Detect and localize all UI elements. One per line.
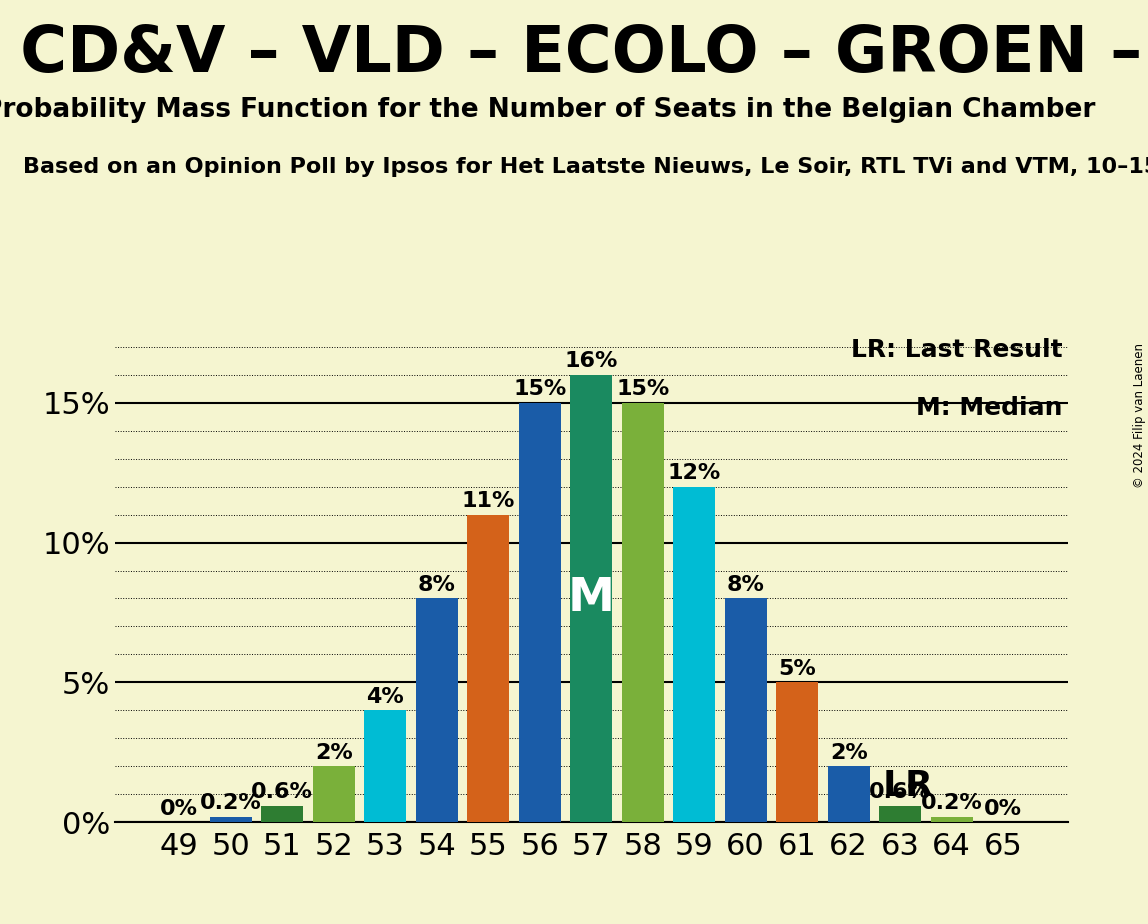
Bar xyxy=(879,806,922,822)
Text: MR – CD&V – VLD – ECOLO – GROEN – LE: MR – CD&V – VLD – ECOLO – GROEN – LE xyxy=(0,23,1148,85)
Bar xyxy=(724,599,767,822)
Text: LR: LR xyxy=(883,769,933,803)
Text: 16%: 16% xyxy=(565,351,618,371)
Bar xyxy=(673,487,715,822)
Text: 4%: 4% xyxy=(366,687,404,707)
Text: 8%: 8% xyxy=(418,575,456,595)
Text: 11%: 11% xyxy=(461,492,515,511)
Text: Based on an Opinion Poll by Ipsos for Het Laatste Nieuws, Le Soir, RTL TVi and V: Based on an Opinion Poll by Ipsos for He… xyxy=(23,157,1148,177)
Bar xyxy=(312,766,355,822)
Text: 0.2%: 0.2% xyxy=(921,794,983,813)
Bar xyxy=(519,403,561,822)
Text: 5%: 5% xyxy=(778,659,816,679)
Text: 15%: 15% xyxy=(616,379,669,399)
Text: M: Median: M: Median xyxy=(916,396,1063,420)
Text: 8%: 8% xyxy=(727,575,765,595)
Bar xyxy=(467,515,510,822)
Bar xyxy=(364,711,406,822)
Bar xyxy=(828,766,870,822)
Bar xyxy=(416,599,458,822)
Text: 15%: 15% xyxy=(513,379,566,399)
Text: 0%: 0% xyxy=(161,799,199,819)
Bar xyxy=(931,817,972,822)
Text: 2%: 2% xyxy=(315,743,352,763)
Text: © 2024 Filip van Laenen: © 2024 Filip van Laenen xyxy=(1133,344,1147,488)
Bar xyxy=(210,817,251,822)
Text: 2%: 2% xyxy=(830,743,868,763)
Text: 0%: 0% xyxy=(984,799,1022,819)
Bar xyxy=(261,806,303,822)
Bar xyxy=(621,403,664,822)
Text: 12%: 12% xyxy=(668,463,721,483)
Text: 0.6%: 0.6% xyxy=(251,783,313,802)
Text: 0.2%: 0.2% xyxy=(200,794,262,813)
Text: 0.6%: 0.6% xyxy=(869,783,931,802)
Bar xyxy=(776,683,819,822)
Text: M: M xyxy=(568,576,614,621)
Text: LR: Last Result: LR: Last Result xyxy=(852,337,1063,361)
Text: Probability Mass Function for the Number of Seats in the Belgian Chamber: Probability Mass Function for the Number… xyxy=(0,97,1095,123)
Bar xyxy=(571,374,612,822)
